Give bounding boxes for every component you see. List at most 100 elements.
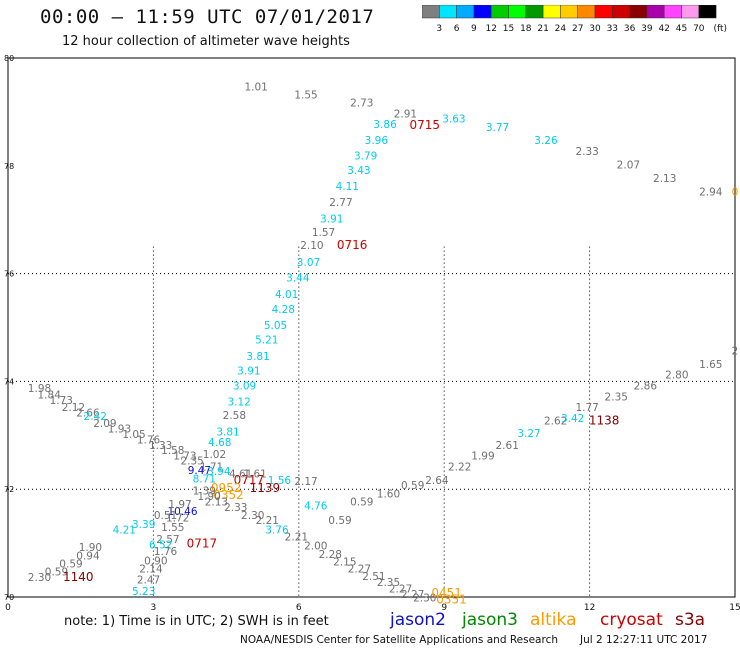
colorbar-label: 9	[471, 24, 477, 34]
wave-height-reading: 3.91	[237, 365, 260, 377]
pass-time-label: 0352	[213, 488, 244, 502]
colorbar-swatch	[698, 5, 717, 19]
colorbar-label: 36	[624, 24, 636, 34]
wave-height-reading: 1.65	[699, 359, 722, 371]
wave-height-reading: 4.21	[113, 524, 136, 536]
pass-time-label: 0952	[211, 481, 242, 495]
wave-height-reading: 0.51	[154, 510, 177, 522]
wave-height-reading: 3.79	[354, 150, 377, 162]
colorbar-label: 39	[641, 24, 653, 34]
colorbar-label: 18	[520, 24, 532, 34]
wave-height-reading: 0.59	[401, 480, 424, 492]
wave-height-reading: 3.44	[286, 273, 310, 285]
credit-line: NOAA/NESDIS Center for Satellite Applica…	[240, 634, 558, 646]
colorbar-label: 33	[607, 24, 618, 34]
colorbar-label: 42	[658, 24, 669, 34]
wave-height-reading: 1.55	[294, 89, 317, 101]
pass-time-label: 0451	[431, 586, 462, 600]
wave-height-reading: 2.07	[617, 159, 640, 171]
wave-height-reading: 1.90	[197, 491, 220, 503]
wave-height-reading: 2.57	[156, 534, 179, 546]
wave-height-reading: 3.39	[132, 519, 155, 531]
x-tick-label: 0	[5, 603, 11, 613]
wave-height-reading: 4.28	[272, 304, 295, 316]
wave-height-reading: 5.23	[132, 586, 155, 598]
wave-height-reading: 2.15	[333, 557, 356, 569]
wave-height-reading: 2.94	[699, 186, 723, 198]
wave-height-reading: 4.01	[275, 289, 298, 301]
wave-height-reading: 3.96	[365, 135, 389, 147]
wave-height-reading: 5.21	[255, 335, 278, 347]
wave-height-reading: 4.11	[336, 181, 359, 193]
wave-height-reading: 2.14	[139, 564, 163, 576]
wave-height-reading: 3.81	[246, 351, 269, 363]
wave-height-reading: 0.59	[350, 496, 373, 508]
x-tick-label: 15	[729, 603, 740, 613]
wave-height-reading: 1.93	[108, 424, 131, 436]
wave-height-reading: 1.98	[28, 383, 51, 395]
legend: note: 1) Time is in UTC; 2) SWH is in fe…	[64, 610, 740, 634]
wave-height-reading: 3.77	[486, 122, 509, 134]
wave-height-reading: 0.90	[144, 556, 167, 568]
wave-height-reading: 2.13	[653, 173, 676, 185]
y-tick-label: 76	[4, 270, 14, 279]
wave-height-reading: 1.57	[312, 227, 335, 239]
wave-height-reading: 2.21	[285, 531, 308, 543]
pass-time-label: 0717	[187, 536, 218, 550]
wave-height-reading: 0.59	[45, 566, 68, 578]
wave-height-reading: 3.42	[561, 413, 584, 425]
wave-height-reading: 2.66	[76, 407, 100, 419]
legend-cryosat: cryosat	[600, 610, 663, 630]
wave-height-reading: 0.59	[59, 558, 82, 570]
wave-height-reading: 6.52	[149, 539, 172, 551]
wave-height-reading: 3.76	[265, 524, 289, 536]
wave-height-reading: 1.33	[149, 440, 172, 452]
colorbar-label: 45	[676, 24, 687, 34]
legend-jason3: jason3	[462, 610, 518, 630]
wave-height-reading: 2.80	[665, 370, 688, 382]
wave-height-reading: 3.27	[517, 428, 540, 440]
wave-height-reading: 0.94	[76, 550, 100, 562]
wave-height-reading: 2.28	[319, 549, 342, 561]
wave-height-reading: 1.60	[377, 488, 400, 500]
wave-height-reading: 2.30	[241, 510, 264, 522]
y-tick-label: 80	[4, 54, 14, 63]
wave-height-reading: 1.72	[166, 513, 189, 525]
map-frame	[7, 57, 736, 598]
colorbar-label: 12	[485, 24, 496, 34]
colorbar-label: 6	[454, 24, 460, 34]
legend-s3a: s3a	[675, 610, 706, 630]
wave-height-reading: 3.26	[534, 135, 558, 147]
wave-height-reading: 2.47	[137, 575, 160, 587]
wave-height-colorbar: 3 6 9 12 15 18 21 24 27 30 33 36 39 42 45 70 (ft)	[422, 5, 727, 34]
wave-height-reading: 1.97	[168, 499, 191, 511]
wave-height-reading: 2.30	[28, 572, 51, 584]
wave-height-reading: 1.84	[38, 390, 62, 402]
wave-height-reading: 1.55	[161, 522, 184, 534]
wave-height-reading: 1.05	[122, 429, 145, 441]
wave-height-reading: 2.73	[350, 98, 373, 110]
wave-height-reading: 1.73	[50, 395, 73, 407]
wave-height-reading: 2.42	[84, 411, 107, 423]
wave-height-reading: 1.90	[79, 542, 102, 554]
timestamp: Jul 2 12:27:11 UTC 2017	[580, 634, 708, 646]
wave-height-reading: 2.13	[205, 496, 228, 508]
colorbar-label: 3	[436, 24, 442, 34]
colorbar-label: 70	[693, 24, 705, 34]
wave-height-reading: 3.63	[442, 114, 465, 126]
y-tick-label: 72	[4, 485, 14, 494]
wave-height-reading: 1.58	[161, 445, 184, 457]
wave-height-reading: 1.77	[575, 402, 598, 414]
pass-time-label: 0717	[234, 473, 265, 487]
wave-height-reading: 2.33	[575, 146, 598, 158]
colorbar-label: 27	[572, 24, 583, 34]
wave-height-reading: 2.62	[544, 416, 567, 428]
wave-height-reading: 2.35	[377, 577, 400, 589]
wave-height-reading: 2.86	[634, 380, 658, 392]
colorbar-unit: (ft)	[713, 24, 727, 34]
wave-height-reading: 2.00	[304, 541, 327, 553]
map-title: 00:00 – 11:59 UTC 07/01/2017	[40, 6, 375, 28]
wave-height-reading: 2.22	[448, 461, 471, 473]
pass-time-label: 1139	[250, 481, 281, 495]
wave-height-reading: 0.59	[328, 515, 351, 527]
